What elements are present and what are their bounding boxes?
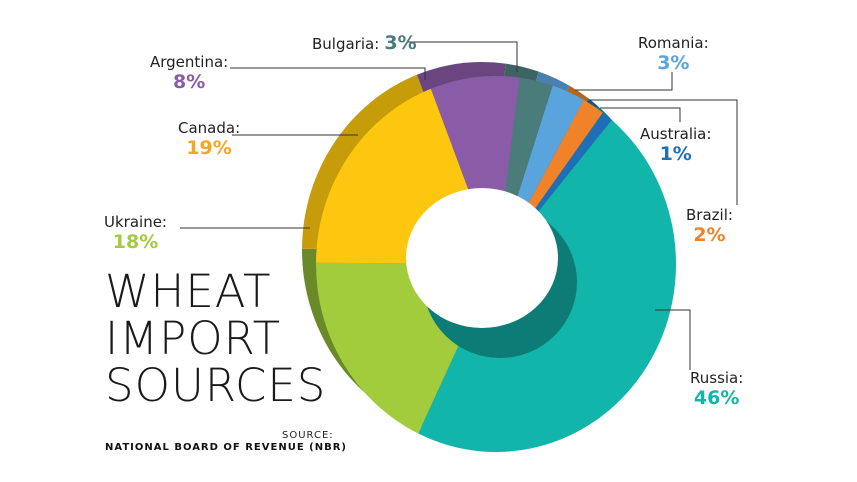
- label-name: Bulgaria:: [312, 35, 380, 53]
- label-name: Russia:: [690, 369, 744, 387]
- label-australia: Australia: 1%: [640, 124, 711, 164]
- label-name: Brazil:: [686, 206, 733, 224]
- label-canada: Canada: 19%: [178, 118, 240, 158]
- label-ukraine: Ukraine: 18%: [104, 212, 167, 252]
- leader-line: [655, 309, 691, 370]
- source-label: SOURCE:: [282, 430, 334, 441]
- label-russia: Russia: 46%: [690, 368, 743, 408]
- leader-line: [600, 107, 681, 122]
- label-name: Argentina:: [150, 53, 229, 71]
- label-name: Romania:: [638, 34, 709, 52]
- label-value: 8%: [172, 71, 206, 93]
- label-value: 3%: [384, 32, 417, 54]
- label-value: 2%: [693, 224, 726, 246]
- label-name: Canada:: [178, 119, 241, 137]
- label-value: 3%: [657, 52, 690, 74]
- label-romania: Romania: 3%: [638, 33, 709, 73]
- label-value: 19%: [186, 137, 232, 159]
- title-line: SOURCES: [105, 359, 327, 412]
- title-line: WHEAT: [105, 265, 272, 318]
- donut-hole: [406, 188, 558, 328]
- label-argentina: Argentina: 8%: [150, 52, 228, 92]
- label-name: Ukraine:: [104, 213, 167, 231]
- label-brazil: Brazil: 2%: [686, 205, 733, 245]
- leader-line: [575, 72, 673, 91]
- label-value: 46%: [693, 387, 740, 409]
- leader-line: [590, 99, 738, 205]
- label-value: 18%: [112, 231, 159, 253]
- title-line: IMPORT: [105, 312, 282, 365]
- label-bulgaria: Bulgaria: 3%: [312, 33, 417, 54]
- label-value: 1%: [659, 143, 692, 165]
- leader-line: [408, 41, 518, 72]
- label-name: Australia:: [640, 125, 712, 143]
- source-text: NATIONAL BOARD OF REVENUE (NBR): [105, 442, 347, 453]
- leader-line: [230, 67, 426, 80]
- chart-title: WHEAT IMPORT SOURCES: [105, 268, 326, 409]
